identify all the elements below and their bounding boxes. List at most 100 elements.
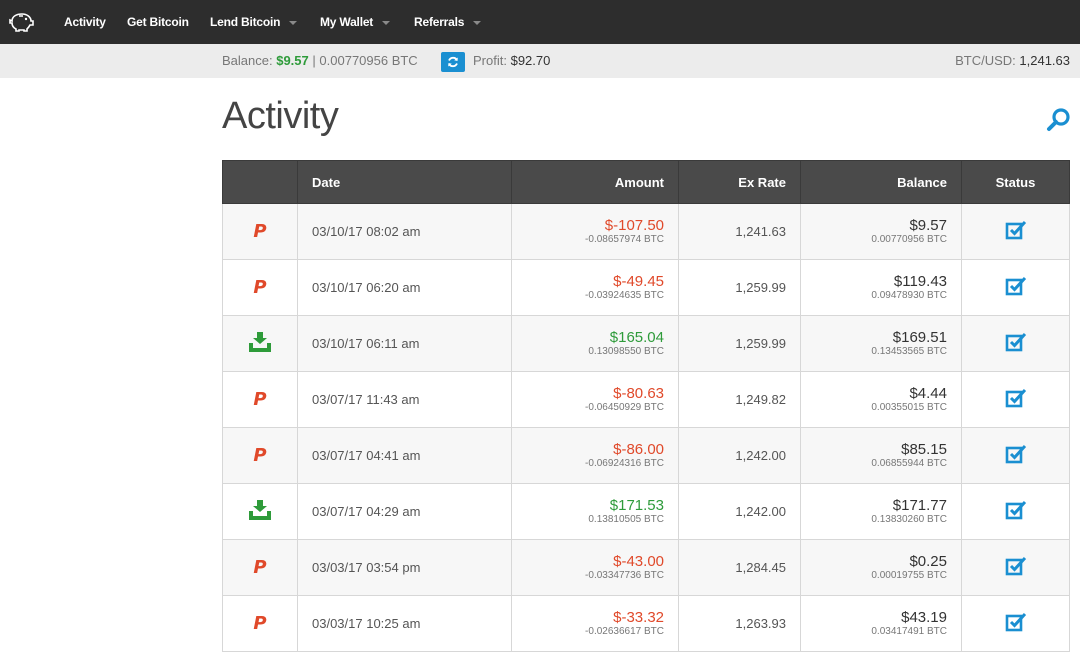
type-cell <box>222 483 298 540</box>
balance-usd: $169.51 <box>892 329 947 346</box>
nav-referrals[interactable]: Referrals <box>414 0 482 44</box>
balance-btc: 0.06855944 BTC <box>871 458 947 469</box>
table-row[interactable]: P 03/10/17 08:02 am $-107.50 -0.08657974 BT… <box>222 203 1070 260</box>
table-row[interactable]: P 03/10/17 06:20 am $-49.45 -0.03924635 BTC… <box>222 259 1070 316</box>
search-button[interactable] <box>1046 107 1072 133</box>
deposit-icon <box>248 332 272 356</box>
table-row[interactable]: P 03/03/17 03:54 pm $-43.00 -0.03347736 BTC… <box>222 539 1070 596</box>
ex-rate-cell: 1,241.63 <box>678 203 801 260</box>
date-cell: 03/03/17 10:25 am <box>297 595 512 652</box>
ex-rate-cell: 1,242.00 <box>678 483 801 540</box>
activity-table: Date Amount Ex Rate Balance Status P 03/1… <box>222 160 1070 652</box>
search-icon <box>1047 108 1070 131</box>
ex-rate-cell: 1,249.82 <box>678 371 801 428</box>
balance-btc: 0.09478930 BTC <box>871 290 947 301</box>
header-icon <box>222 160 298 204</box>
header-date[interactable]: Date <box>297 160 512 204</box>
table-row[interactable]: P 03/07/17 04:41 am $-86.00 -0.06924316 BTC… <box>222 427 1070 484</box>
amount-usd: $-86.00 <box>613 441 664 458</box>
balance-cell: $4.44 0.00355015 BTC <box>800 371 962 428</box>
amount-btc: -0.06924316 BTC <box>585 458 664 469</box>
header-amount[interactable]: Amount <box>511 160 679 204</box>
amount-cell: $165.04 0.13098550 BTC <box>511 315 679 372</box>
status-check-icon[interactable] <box>1005 500 1027 523</box>
header-balance[interactable]: Balance <box>800 160 962 204</box>
balance-cell: $0.25 0.00019755 BTC <box>800 539 962 596</box>
nav-activity[interactable]: Activity <box>64 0 106 44</box>
date-cell: 03/10/17 06:11 am <box>297 315 512 372</box>
table-row[interactable]: 03/10/17 06:11 am $165.04 0.13098550 BTC 1,… <box>222 315 1070 372</box>
header-ex-rate[interactable]: Ex Rate <box>678 160 801 204</box>
status-cell <box>961 427 1070 484</box>
ex-rate-cell: 1,242.00 <box>678 427 801 484</box>
refresh-button[interactable] <box>441 52 465 72</box>
amount-btc: -0.03924635 BTC <box>585 290 664 301</box>
nav-lend-bitcoin[interactable]: Lend Bitcoin <box>210 0 298 44</box>
balance-btc: 0.00355015 BTC <box>871 402 947 413</box>
date-cell: 03/07/17 04:29 am <box>297 483 512 540</box>
amount-btc: 0.13810505 BTC <box>588 514 664 525</box>
date-cell: 03/10/17 08:02 am <box>297 203 512 260</box>
amount-usd: $-107.50 <box>604 217 664 234</box>
nav-activity-label: Activity <box>64 15 106 29</box>
status-cell <box>961 203 1070 260</box>
table-header-row: Date Amount Ex Rate Balance Status <box>222 160 1070 204</box>
type-cell: P <box>222 595 298 652</box>
nav-my-wallet[interactable]: My Wallet <box>320 0 391 44</box>
table-row[interactable]: 03/07/17 04:29 am $171.53 0.13810505 BTC 1,… <box>222 483 1070 540</box>
balance-cell: $9.57 0.00770956 BTC <box>800 203 962 260</box>
ex-rate-cell: 1,259.99 <box>678 315 801 372</box>
balance-cell: $171.77 0.13830260 BTC <box>800 483 962 540</box>
balance-cell: $85.15 0.06855944 BTC <box>800 427 962 484</box>
rate-label: BTC/USD: <box>955 53 1016 68</box>
nav-get-bitcoin[interactable]: Get Bitcoin <box>127 0 189 44</box>
ex-rate-cell: 1,284.45 <box>678 539 801 596</box>
ex-rate-cell: 1,259.99 <box>678 259 801 316</box>
amount-usd: $171.53 <box>609 497 664 514</box>
status-check-icon[interactable] <box>1005 332 1027 355</box>
type-cell: P <box>222 259 298 316</box>
balance-usd: $43.19 <box>901 609 947 626</box>
profit-value: $92.70 <box>510 53 551 68</box>
status-check-icon[interactable] <box>1005 556 1027 579</box>
status-check-icon[interactable] <box>1005 612 1027 635</box>
balance-usd: $4.44 <box>909 385 947 402</box>
profit-summary: Profit: $92.70 <box>473 44 550 78</box>
date-cell: 03/03/17 03:54 pm <box>297 539 512 596</box>
status-check-icon[interactable] <box>1005 444 1027 467</box>
paypal-icon: P <box>253 221 267 242</box>
type-cell: P <box>222 427 298 484</box>
type-cell <box>222 315 298 372</box>
nav-get-bitcoin-label: Get Bitcoin <box>127 15 189 29</box>
status-check-icon[interactable] <box>1005 276 1027 299</box>
header-status[interactable]: Status <box>961 160 1070 204</box>
table-row[interactable]: P 03/07/17 11:43 am $-80.63 -0.06450929 BTC… <box>222 371 1070 428</box>
nav-lend-bitcoin-label: Lend Bitcoin <box>210 15 281 29</box>
paypal-icon: P <box>253 277 267 298</box>
rate-value: 1,241.63 <box>1019 53 1070 68</box>
profit-label: Profit: <box>473 53 507 68</box>
table-row[interactable]: P 03/03/17 10:25 am $-33.32 -0.02636617 BTC… <box>222 595 1070 652</box>
status-cell <box>961 539 1070 596</box>
date-cell: 03/10/17 06:20 am <box>297 259 512 316</box>
paypal-icon: P <box>253 613 267 634</box>
balance-usd: $9.57 <box>276 53 309 68</box>
balance-btc: 0.00770956 BTC <box>871 234 947 245</box>
refresh-icon <box>448 56 458 68</box>
balance-bar: Balance: $9.57 | 0.00770956 BTC Profit: … <box>0 44 1080 78</box>
amount-usd: $165.04 <box>609 329 664 346</box>
piggy-bank-icon[interactable] <box>8 10 34 34</box>
status-check-icon[interactable] <box>1005 220 1027 243</box>
status-check-icon[interactable] <box>1005 388 1027 411</box>
balance-btc: 0.13830260 BTC <box>871 514 947 525</box>
amount-btc: -0.02636617 BTC <box>585 626 664 637</box>
type-cell: P <box>222 203 298 260</box>
balance-usd: $0.25 <box>909 553 947 570</box>
amount-cell: $-86.00 -0.06924316 BTC <box>511 427 679 484</box>
amount-btc: -0.06450929 BTC <box>585 402 664 413</box>
status-cell <box>961 259 1070 316</box>
paypal-icon: P <box>253 445 267 466</box>
status-cell <box>961 315 1070 372</box>
ex-rate-cell: 1,263.93 <box>678 595 801 652</box>
amount-usd: $-80.63 <box>613 385 664 402</box>
